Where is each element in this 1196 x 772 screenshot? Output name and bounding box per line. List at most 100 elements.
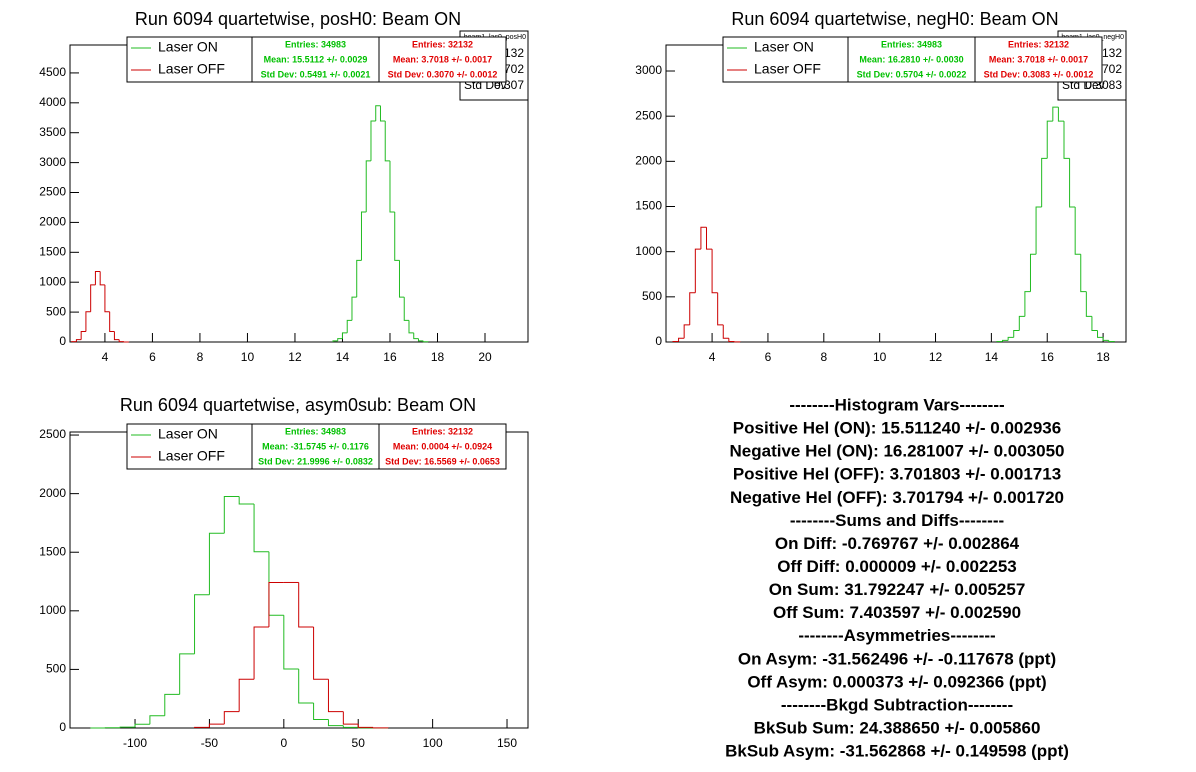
histogram-bin [90,284,96,312]
histogram-bin [403,297,409,321]
histogram-bin [422,340,429,343]
histogram-bin [360,211,367,261]
histogram-bin [365,160,371,213]
x-tick-label: 12 [929,350,943,364]
x-tick-label: 18 [431,350,445,364]
x-tick-label: 4 [102,350,109,364]
legend-label: Laser OFF [158,61,225,77]
x-tick-label: 16 [1041,350,1055,364]
histogram-bin [1063,121,1070,159]
summary-line: Negative Hel (ON): 16.281007 +/- 0.00305… [730,442,1065,461]
y-tick-label: 1500 [39,244,66,258]
y-tick-label: 2500 [39,185,66,199]
histogram-bin [672,340,679,342]
histogram-bin [298,582,314,628]
summary-line: Off Diff: 0.000009 +/- 0.002253 [777,557,1017,576]
histogram-bin [327,719,344,727]
histogram-bin [238,496,255,505]
stats-line: Entries: 32132 [412,39,473,49]
histogram-bin [75,339,82,342]
summary-line: Off Sum: 7.403597 +/- 0.002590 [773,603,1021,622]
histogram-bin [733,341,741,343]
stats-box [847,36,976,83]
histogram-bin [238,678,255,712]
summary-line: --------Bkgd Subtraction-------- [781,695,1013,714]
chart-title: Run 6094 quartetwise, negH0: Beam ON [731,9,1058,29]
histogram-bin [728,338,735,342]
histogram-bin [1041,157,1048,208]
histogram-bin [253,503,269,553]
histogram-bin [194,594,210,654]
histogram-bin [408,320,414,334]
histogram-bin [99,271,105,286]
histogram-bin [357,724,374,728]
summary-line: On Sum: 31.792247 +/- 0.005257 [769,580,1026,599]
stats-line: Std Dev: 0.5704 +/- 0.0022 [857,69,967,79]
histogram-bin [1069,158,1076,208]
y-tick-label: 2500 [39,427,66,441]
x-tick-label: 6 [765,350,772,364]
histogram-bin [689,292,696,325]
histogram-bin [1029,253,1037,292]
chart-title: Run 6094 quartetwise, asym0sub: Beam ON [120,395,476,415]
summary-line: Positive Hel (OFF): 3.701803 +/- 0.00171… [733,465,1061,484]
histogram-bin [1057,107,1064,122]
stats-line: Mean: 3.7018 +/- 0.0017 [989,54,1088,64]
histogram-bin [208,723,225,728]
histogram-bin [717,292,724,326]
x-tick-label: 14 [985,350,999,364]
histogram-bin [370,120,376,161]
y-tick-label: 1500 [39,544,66,558]
summary-line: --------Sums and Diffs-------- [790,511,1004,530]
histogram-bin [1108,340,1115,343]
x-tick-label: 50 [352,736,366,750]
summary-line: --------Asymmetries-------- [798,626,995,645]
histogram-bin [1007,336,1014,341]
histogram-bin [1002,339,1009,342]
y-tick-label: 2000 [39,486,66,500]
stats-line: Entries: 34983 [285,39,346,49]
x-tick-label: 16 [383,350,397,364]
histogram-bin [1013,330,1020,338]
stats-line: Std Dev: 0.3070 +/- 0.0012 [388,69,498,79]
histogram-bin [379,105,386,122]
x-tick-label: -100 [123,736,147,750]
histogram-bin [119,726,136,728]
stats-line: Entries: 32132 [412,426,473,436]
x-tick-label: -50 [201,736,219,750]
histogram-bin [722,324,729,339]
summary-line: On Diff: -0.769767 +/- 0.002864 [775,534,1020,553]
summary-line: BkSub Asym: -31.562868 +/- 0.149598 (ppt… [725,742,1069,761]
histogram-bin [223,711,240,725]
histogram-bin [341,332,348,339]
x-tick-label: 12 [288,350,302,364]
x-tick-label: 10 [873,350,887,364]
summary-line: Off Asym: 0.000373 +/- 0.092366 (ppt) [747,672,1046,691]
histogram-bin [208,532,225,595]
histogram-bin [104,284,110,313]
summary-line: Negative Hel (OFF): 3.701794 +/- 0.00172… [730,488,1064,507]
y-tick-label: 500 [46,662,66,676]
histogram-bin [94,270,101,285]
legend-label: Laser ON [754,39,814,55]
x-tick-label: 20 [478,350,492,364]
histogram-bin [1091,316,1098,332]
histogram-bin [694,248,701,293]
histogram-bin [1024,291,1031,317]
legend-label: Laser OFF [754,61,821,77]
stats-box [251,423,380,470]
y-tick-label: 0 [59,720,66,734]
histogram-bin [268,551,284,616]
histogram-bin [346,319,352,333]
stats-box [974,36,1103,83]
y-tick-label: 4000 [39,95,66,109]
stats-line: Entries: 34983 [881,39,942,49]
histogram-bin [1052,106,1059,122]
x-tick-label: 14 [336,350,350,364]
stats-line: Std Dev: 0.5491 +/- 0.0021 [261,69,371,79]
histogram-bin [1080,254,1087,293]
histogram-bin [313,626,329,680]
y-tick-label: 0 [59,334,66,348]
y-tick-label: 1500 [635,199,662,213]
histogram-bin [351,296,357,321]
